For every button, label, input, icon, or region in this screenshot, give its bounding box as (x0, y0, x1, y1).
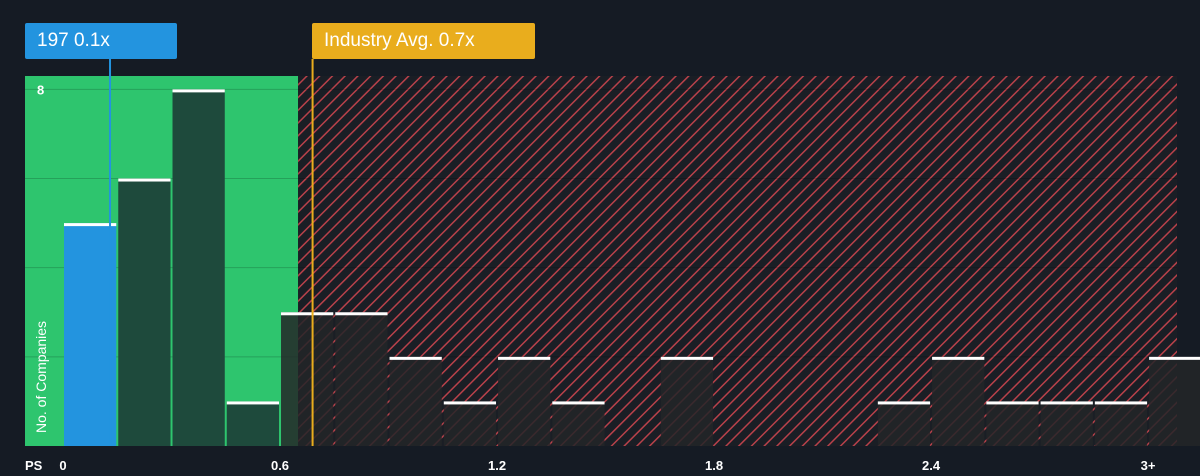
histogram-bar-top-1 (118, 178, 171, 182)
x-axis-label: PS (25, 458, 43, 473)
histogram-bar-7 (443, 401, 497, 446)
y-axis-label: No. of Companies (33, 321, 49, 433)
histogram-bar-top-5 (335, 312, 388, 316)
x-tick-label-4: 2.4 (922, 458, 941, 473)
histogram-bar-top-11 (877, 401, 931, 405)
x-tick-label-1: 0.6 (271, 458, 289, 473)
histogram-bar-top-14 (1040, 401, 1093, 405)
histogram-bar-top-2 (172, 89, 225, 93)
histogram-bar-top-16 (1149, 356, 1200, 360)
histogram-bar-2 (172, 89, 225, 446)
histogram-bar-top-6 (389, 356, 442, 360)
histogram-bar-6 (389, 356, 442, 446)
histogram-bar-top-0 (64, 223, 117, 227)
histogram-bar-top-8 (498, 356, 551, 360)
histogram-bar-0 (64, 223, 117, 446)
histogram-bar-14 (1040, 401, 1093, 446)
histogram-bar-3 (226, 401, 280, 446)
histogram-bar-top-7 (443, 401, 497, 405)
histogram-bar-top-10 (660, 356, 714, 360)
x-tick-label-0: 0 (59, 458, 66, 473)
histogram-bar-8 (498, 356, 551, 446)
histogram-bar-top-3 (226, 401, 280, 405)
histogram-bar-top-4 (281, 312, 334, 316)
x-tick-label-3: 1.8 (705, 458, 723, 473)
histogram-bar-5 (335, 312, 388, 446)
histogram-bar-12 (932, 356, 985, 446)
histogram-bar-13 (986, 401, 1039, 446)
histogram-bar-9 (552, 401, 605, 446)
histogram-bar-11 (877, 401, 931, 446)
y-tick-label-0: 8 (37, 82, 44, 97)
histogram-bar-top-13 (986, 401, 1039, 405)
histogram-bar-1 (118, 178, 171, 446)
industry-average-label: Industry Avg. 0.7x (312, 23, 535, 59)
histogram-bar-16 (1149, 356, 1200, 446)
histogram-bar-top-15 (1094, 401, 1148, 405)
histogram-bar-top-9 (552, 401, 605, 405)
overvalued-zone (298, 76, 1178, 446)
histogram-bar-4 (281, 312, 334, 446)
histogram-bar-15 (1094, 401, 1148, 446)
histogram-bar-10 (660, 356, 714, 446)
histogram-bar-top-12 (932, 356, 985, 360)
x-tick-label-2: 1.2 (488, 458, 506, 473)
company-value-label: 197 0.1x (25, 23, 177, 59)
x-tick-label-5: 3+ (1141, 458, 1156, 473)
